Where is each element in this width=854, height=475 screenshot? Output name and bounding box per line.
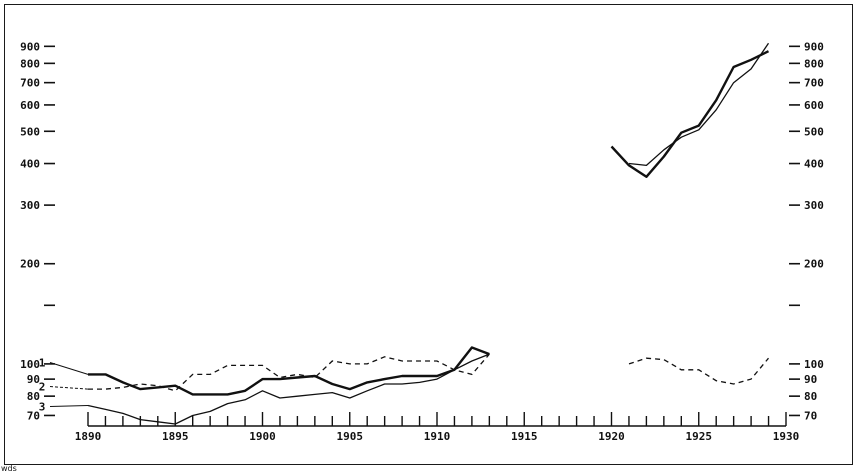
x-tick-label: 1920 [598,430,625,443]
y-tick-label-right: 70 [804,409,817,422]
y-tick-label-left: 500 [20,125,40,138]
y-tick-label-left: 90 [27,373,40,386]
x-tick-label: 1900 [249,430,276,443]
series-leader-2 [49,386,89,390]
series-label-2: 2 [39,381,46,394]
series-leader-3 [49,404,89,407]
x-tick-label: 1895 [162,430,189,443]
series-2-segment-2 [628,357,769,385]
y-tick-label-right: 800 [804,57,824,70]
y-tick-label-left: 800 [20,57,40,70]
y-tick-label-right: 200 [804,258,824,271]
x-tick-label: 1930 [773,430,800,443]
x-tick-label: 1925 [686,430,713,443]
x-tick-label: 1910 [424,430,451,443]
series-3-segment-1 [87,353,490,425]
y-tick-label-left: 200 [20,258,40,271]
y-tick-label-right: 400 [804,158,824,171]
corner-annotation: wds [1,464,17,473]
series-2-segment-1 [88,353,490,392]
x-tick-label: 1905 [337,430,364,443]
series-label-1: 1 [39,356,46,369]
y-tick-label-left: 700 [20,77,40,90]
y-tick-label-right: 900 [804,40,824,53]
series-1-segment-1 [88,346,490,396]
y-tick-label-right: 80 [804,390,817,403]
y-tick-label-left: 400 [20,158,40,171]
y-tick-label-right: 500 [804,125,824,138]
x-tick-label: 1915 [511,430,538,443]
y-tick-label-right: 90 [804,373,817,386]
y-tick-label-left: 70 [27,409,40,422]
y-tick-label-right: 100 [804,358,824,371]
x-tick-label: 1890 [75,430,102,443]
y-tick-label-left: 100 [20,358,40,371]
y-tick-label-right: 300 [804,199,824,212]
y-tick-label-left: 80 [27,390,40,403]
y-tick-label-left: 900 [20,40,40,53]
y-tick-label-right: 600 [804,99,824,112]
chart-frame [4,4,853,465]
y-tick-label-right: 700 [804,77,824,90]
series-3-segment-2 [628,42,770,167]
series-1-segment-2 [610,50,770,178]
y-tick-label-left: 600 [20,99,40,112]
series-label-3: 3 [39,400,46,413]
series-leader-1 [49,361,89,375]
y-tick-label-left: 300 [20,199,40,212]
